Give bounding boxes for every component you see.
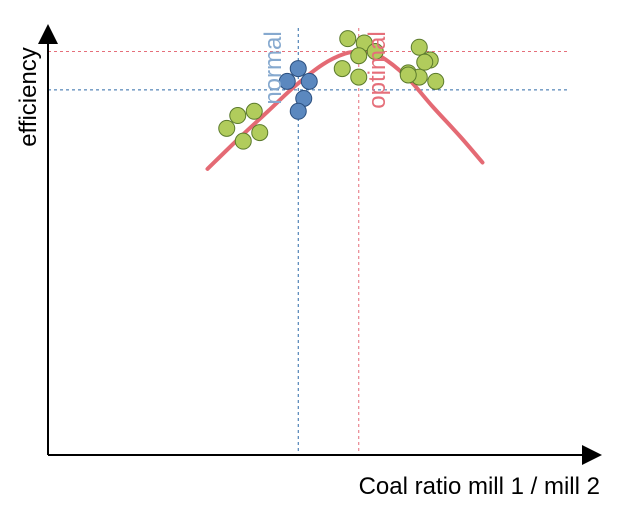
- data-point: [410, 38, 428, 56]
- data-point: [339, 30, 357, 48]
- data-point: [416, 53, 434, 71]
- data-point: [289, 60, 307, 78]
- data-point: [333, 60, 351, 78]
- data-point: [251, 124, 269, 142]
- data-point: [218, 119, 236, 137]
- data-points: [218, 30, 445, 150]
- data-point: [350, 47, 368, 65]
- data-point: [289, 102, 307, 120]
- data-point: [350, 68, 368, 86]
- data-point: [399, 66, 417, 84]
- optimal-line-label: optimal: [364, 31, 391, 108]
- x-axis-label: Coal ratio mill 1 / mill 2: [359, 473, 600, 500]
- normal-line-label: normal: [260, 31, 287, 104]
- y-axis-label: efficiency: [15, 47, 42, 147]
- data-point: [427, 72, 445, 90]
- data-point: [245, 102, 263, 120]
- data-point: [366, 42, 384, 60]
- data-point: [300, 72, 318, 90]
- data-point: [278, 72, 296, 90]
- data-point: [229, 107, 247, 125]
- data-point: [234, 132, 252, 150]
- reference-lines: [48, 28, 570, 455]
